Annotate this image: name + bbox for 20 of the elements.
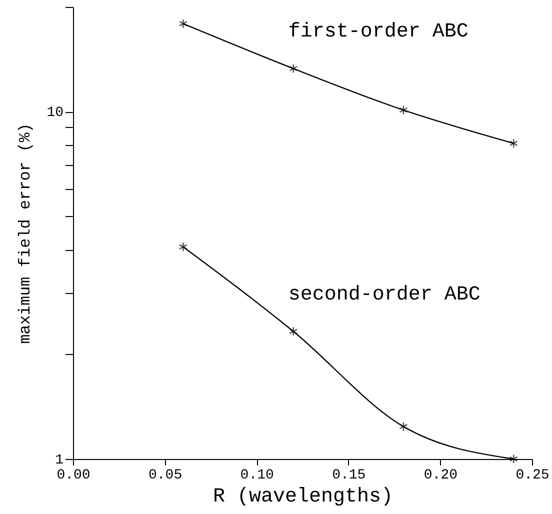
- x-tick-label: 0.10: [240, 468, 274, 484]
- point: [289, 326, 298, 336]
- x-tick-label: 0.00: [56, 468, 90, 484]
- series-label: first-order ABC: [288, 20, 468, 44]
- x-tick-label: 0.05: [148, 468, 182, 484]
- x-tick-label: 0.20: [424, 468, 458, 484]
- y-axis-title: maximum field error (%): [16, 123, 35, 344]
- series-label: second-order ABC: [288, 283, 480, 306]
- point: [399, 105, 408, 115]
- y-tick-label: 1: [55, 452, 64, 468]
- y-tick-label: 10: [46, 105, 64, 122]
- point: [178, 242, 188, 252]
- point: [178, 18, 188, 29]
- point: [509, 454, 518, 464]
- point: [289, 64, 298, 74]
- x-tick-label: 0.25: [516, 468, 550, 484]
- point: [399, 422, 408, 432]
- x-tick-label: 0.15: [332, 468, 366, 484]
- point: [509, 138, 518, 148]
- x-axis-title: R (wavelengths): [212, 486, 394, 508]
